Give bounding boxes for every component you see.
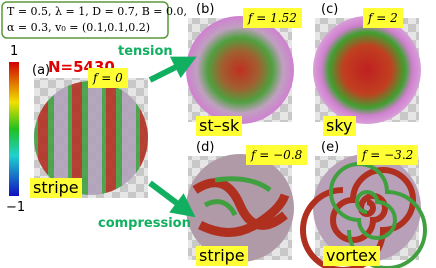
f-label: f = −0.8 (246, 145, 308, 165)
phase-label: sky (323, 116, 356, 136)
param-line: T = 0.5, λ = 1, D = 0.7, B = 0.0, (7, 5, 188, 18)
panel-id: (d) (196, 140, 215, 155)
colorbar-max: 1 (10, 44, 19, 59)
colorbar-min: −1 (6, 200, 26, 215)
panel-id: (e) (321, 140, 340, 155)
panel-id: (c) (321, 2, 339, 17)
phase-label: stripe (30, 178, 82, 198)
tension-label: tension (118, 44, 173, 59)
f-label: f = 1.52 (243, 8, 302, 28)
param-line: α = 0.3, v₀ = (0.1,0.1,0.2) (7, 21, 151, 34)
compression-label: compression (98, 216, 191, 231)
f-label: f = 2 (363, 8, 403, 28)
params: T = 0.5, λ = 1, D = 0.7, B = 0.0, α = 0.… (7, 4, 187, 36)
f-label: f = 0 (88, 68, 128, 88)
phase-label: vortex (323, 246, 381, 266)
panel-id: (b) (196, 2, 215, 17)
panel-id: (a) (32, 63, 51, 78)
phase-label: stripe (196, 246, 248, 266)
phase-label: st–sk (196, 116, 243, 136)
f-label: f = −3.2 (357, 145, 419, 165)
